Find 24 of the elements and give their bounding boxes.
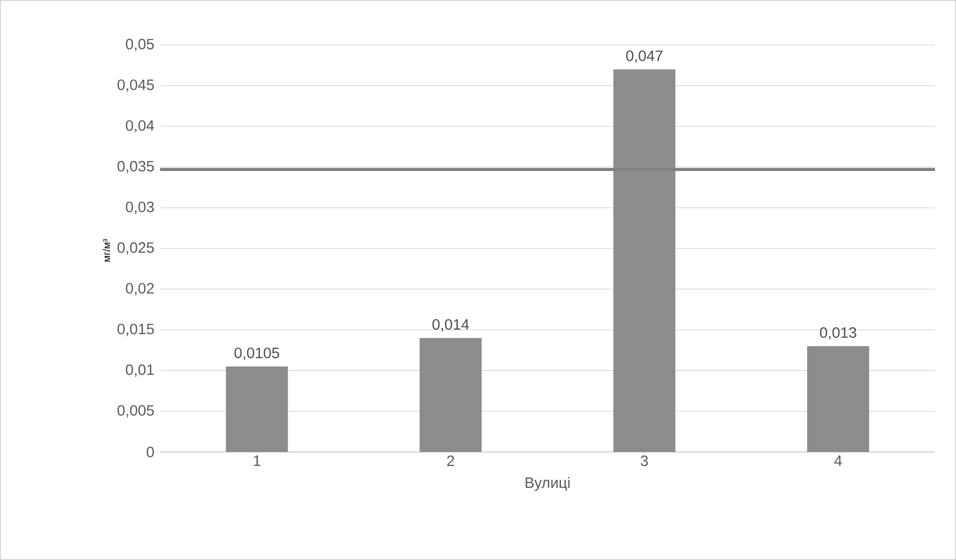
data-label: 0,047 — [626, 50, 662, 63]
data-label: 0,013 — [820, 327, 856, 340]
data-label: 0,014 — [432, 319, 469, 332]
data-label: 0,0105 — [234, 348, 280, 360]
bar — [420, 338, 482, 452]
y-tick-label: 0,035 — [118, 160, 154, 174]
y-tick-label: 0,05 — [126, 38, 154, 52]
y-tick-label: 0 — [146, 446, 154, 458]
y-tick-label: 0,025 — [118, 242, 154, 255]
x-tick-label: 2 — [447, 456, 454, 466]
y-tick-label: 0,01 — [126, 364, 154, 377]
x-axis-title: Вулиці — [526, 476, 570, 491]
y-tick-label: 0,045 — [118, 79, 154, 92]
x-tick-label: 4 — [834, 456, 842, 466]
x-tick-label: 1 — [254, 456, 260, 466]
bar — [807, 346, 870, 452]
x-tick-label: 3 — [640, 456, 648, 466]
y-tick-label: 0,015 — [118, 324, 154, 336]
bar — [226, 366, 288, 452]
y-axis-title: мг/м³ — [102, 238, 110, 262]
y-tick-label: 0,04 — [126, 120, 154, 133]
y-tick-label: 0,005 — [118, 405, 154, 418]
y-tick-label: 0,02 — [126, 282, 154, 296]
y-tick-label: 0,03 — [126, 202, 154, 214]
